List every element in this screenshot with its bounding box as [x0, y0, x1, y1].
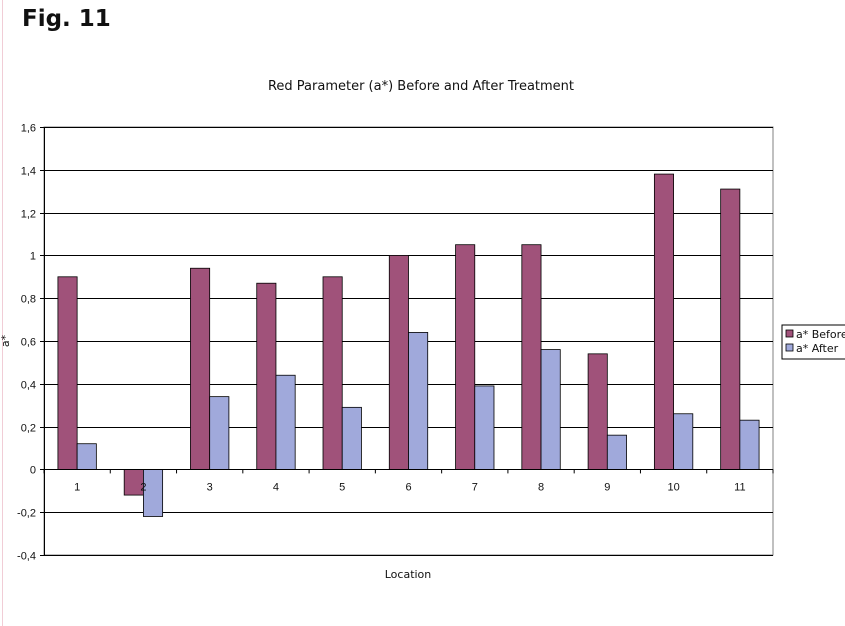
y-tick-label: -0,4 [17, 551, 36, 563]
x-tick-label: 1 [74, 481, 80, 493]
y-tick-label: 0,2 [21, 423, 36, 435]
y-tick-label: 0 [30, 465, 36, 477]
x-tick-label: 9 [604, 481, 610, 493]
legend-swatch [785, 329, 794, 338]
y-tick-label: 0,6 [21, 337, 36, 349]
figure-label: Fig. 11 [22, 6, 111, 32]
bar-after-7 [474, 385, 495, 470]
x-tick-label: 2 [140, 481, 146, 493]
bar-after-1 [76, 443, 97, 470]
x-axis-label: Location [385, 568, 432, 581]
bar-before-1 [57, 276, 78, 470]
y-tick-labels: -0,4 -0,2 0 0,2 0,4 0,6 0,8 1 1,2 1,4 1,6 [17, 123, 36, 563]
legend-label: a* Before [796, 328, 845, 341]
bar-after-10 [673, 413, 694, 470]
bar-before-6 [388, 254, 409, 470]
x-tick-label: 10 [667, 481, 679, 493]
y-tick-label: 0,4 [21, 380, 36, 392]
bars [57, 173, 760, 517]
y-tick-label: 1,6 [21, 123, 36, 135]
x-tick-label: 11 [734, 481, 745, 493]
x-tick-label: 4 [273, 481, 279, 493]
bar-before-5 [322, 276, 343, 470]
y-tick-label: 1 [30, 251, 36, 263]
x-tick-labels: 1 2 3 4 5 6 7 8 9 10 11 [74, 481, 746, 493]
legend-label: a* After [796, 342, 839, 355]
bar-after-3 [209, 396, 230, 470]
bar-after-4 [275, 374, 296, 470]
bar-after-5 [341, 406, 362, 470]
bar-before-9 [587, 353, 608, 470]
x-tick-label: 7 [472, 481, 478, 493]
y-tick-label: -0,2 [17, 508, 36, 520]
bar-after-11 [739, 419, 760, 470]
y-tick-label: 0,8 [21, 294, 36, 306]
x-tick-label: 3 [207, 481, 213, 493]
bar-before-7 [455, 244, 476, 470]
bar-before-10 [653, 173, 674, 470]
x-tick-label: 6 [405, 481, 411, 493]
bar-before-8 [521, 244, 542, 470]
page-edge-line [2, 0, 3, 626]
y-tick-label: 1,2 [21, 209, 36, 221]
x-tick-label: 5 [339, 481, 345, 493]
axes [43, 127, 774, 555]
bar-after-8 [540, 349, 561, 470]
y-axis-label: a* [0, 334, 12, 347]
legend-swatch [785, 343, 794, 352]
y-tick-label: 1,4 [21, 166, 36, 178]
chart-title: Red Parameter (a*) Before and After Trea… [268, 79, 574, 94]
bar-after-9 [606, 434, 627, 470]
bar-after-6 [408, 332, 429, 470]
x-tick-label: 8 [538, 481, 544, 493]
bar-before-3 [190, 267, 211, 470]
bar-before-4 [256, 282, 277, 470]
bar-before-11 [720, 188, 741, 470]
